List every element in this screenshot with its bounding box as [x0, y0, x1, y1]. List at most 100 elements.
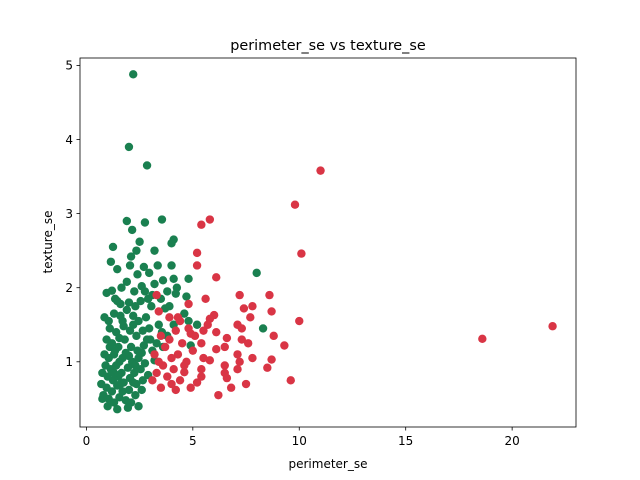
scatter-point: [171, 326, 180, 335]
scatter-point: [150, 246, 159, 255]
scatter-point: [197, 372, 206, 381]
y-tick-label: 4: [65, 133, 73, 147]
scatter-point: [118, 316, 127, 326]
scatter-point: [222, 373, 232, 383]
scatter-point: [237, 324, 246, 333]
scatter-point: [154, 307, 163, 316]
scatter-point: [131, 361, 140, 370]
scatter-point: [258, 324, 268, 333]
scatter-point: [129, 320, 138, 329]
scatter-point: [248, 302, 257, 311]
scatter-point: [144, 268, 154, 278]
scatter-point: [267, 355, 276, 364]
scatter-point: [163, 372, 172, 381]
scatter-point: [188, 346, 198, 355]
points-layer: [97, 70, 557, 414]
scatter-point: [290, 200, 300, 209]
scatter-point: [116, 299, 125, 309]
scatter-point: [152, 339, 161, 348]
scatter-point: [117, 283, 126, 292]
y-axis: 1 2 3 4 5: [65, 59, 80, 369]
scatter-point: [124, 351, 134, 361]
scatter-point: [269, 331, 278, 341]
scatter-point: [104, 316, 113, 326]
scatter-point: [123, 363, 133, 372]
x-tick-label: 20: [504, 434, 519, 448]
scatter-point: [169, 365, 178, 374]
scatter-point: [131, 390, 140, 400]
scatter-point: [124, 298, 134, 307]
scatter-point: [171, 385, 180, 395]
scatter-point: [226, 383, 236, 392]
scatter-point: [107, 387, 117, 396]
scatter-point: [115, 393, 124, 402]
scatter-point: [220, 342, 229, 352]
scatter-point: [142, 335, 152, 344]
scatter-point: [132, 331, 141, 341]
scatter-point: [140, 359, 150, 368]
scatter-point: [235, 290, 244, 300]
scatter-point: [147, 302, 156, 311]
scatter-point: [143, 294, 153, 304]
scatter-point: [122, 216, 132, 226]
scatter-point: [280, 341, 289, 350]
scatter-point: [126, 252, 136, 261]
scatter-point: [184, 316, 193, 326]
scatter-point: [142, 161, 152, 170]
scatter-point: [177, 339, 187, 348]
scatter-point: [233, 350, 242, 359]
x-axis-label: perimeter_se: [289, 457, 368, 471]
scatter-point: [148, 376, 157, 385]
scatter-point: [167, 379, 176, 389]
y-tick-label: 1: [65, 355, 73, 369]
scatter-point: [220, 361, 229, 370]
y-axis-label: texture_se: [41, 211, 55, 274]
scatter-point: [205, 215, 215, 224]
scatter-point: [190, 331, 200, 341]
scatter-point: [199, 326, 208, 335]
scatter-point: [201, 294, 210, 304]
scatter-point: [108, 242, 118, 252]
y-tick-label: 2: [65, 281, 73, 295]
scatter-point: [138, 376, 147, 385]
scatter-point: [125, 261, 135, 270]
scatter-point: [165, 335, 174, 344]
scatter-point: [122, 305, 132, 315]
scatter-point: [214, 390, 223, 400]
scatter-point: [116, 379, 125, 389]
scatter-point: [169, 274, 178, 284]
scatter-point: [167, 353, 176, 363]
scatter-point: [103, 402, 112, 411]
scatter-point: [248, 353, 257, 363]
scatter-point: [173, 350, 183, 359]
scatter-point: [163, 287, 172, 296]
scatter-point: [144, 324, 154, 333]
x-tick-label: 0: [83, 434, 91, 448]
scatter-point: [152, 368, 161, 378]
scatter-point: [115, 333, 124, 343]
scatter-point: [133, 270, 142, 279]
chart-title: perimeter_se vs texture_se: [230, 38, 426, 54]
scatter-point: [141, 313, 151, 322]
scatter-point: [132, 246, 141, 255]
scatter-point: [165, 313, 174, 322]
scatter-point: [118, 353, 127, 363]
scatter-point: [150, 279, 159, 289]
scatter-point: [184, 274, 193, 284]
scatter-point: [203, 320, 212, 329]
scatter-point: [267, 307, 276, 316]
scatter-point: [237, 335, 246, 344]
scatter-point: [109, 309, 119, 318]
scatter-point: [212, 273, 221, 282]
y-tick-label: 5: [65, 59, 73, 73]
x-tick-label: 5: [189, 434, 197, 448]
scatter-point: [212, 327, 221, 337]
scatter-point: [197, 365, 206, 374]
scatter-point: [150, 350, 159, 359]
scatter-point: [212, 345, 221, 354]
scatter-point: [135, 237, 144, 246]
scatter-point: [113, 264, 122, 274]
scatter-point: [137, 348, 146, 358]
